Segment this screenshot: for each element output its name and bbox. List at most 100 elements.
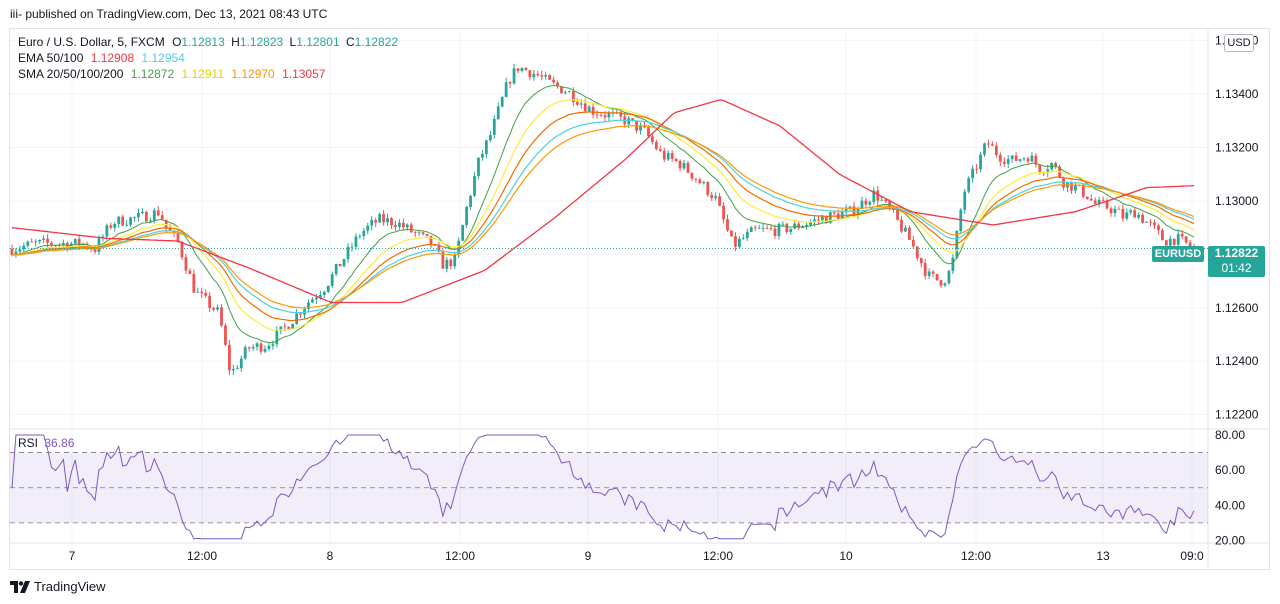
candle-body <box>564 92 567 94</box>
rsi-legend[interactable]: RSI 36.86 <box>18 436 74 450</box>
candle-body <box>1089 198 1093 201</box>
candle-body <box>749 227 753 232</box>
candle-body <box>370 220 374 226</box>
candle-body <box>117 216 121 224</box>
candle-body <box>366 225 370 231</box>
candle-body <box>303 308 306 315</box>
candle-body <box>409 224 413 233</box>
candle-body <box>651 136 654 142</box>
candle-body <box>307 302 310 309</box>
candle-body <box>93 249 97 252</box>
candle-body <box>374 220 378 223</box>
ema-row[interactable]: EMA 50/100 1.12908 1.12954 <box>18 50 401 66</box>
candle-body <box>971 168 975 179</box>
candle-body <box>77 238 81 246</box>
candle-body <box>429 235 433 245</box>
candle-body <box>817 219 820 221</box>
candle-body <box>311 299 314 303</box>
candle-body <box>718 196 722 206</box>
tradingview-logo-icon <box>10 580 30 593</box>
chart-legend: Euro / U.S. Dollar, 5, FXCM O1.12813 H1.… <box>18 34 401 82</box>
candle-body <box>30 241 34 243</box>
candle-body <box>255 343 259 347</box>
candle-body <box>777 223 781 236</box>
candle-body <box>583 103 587 112</box>
candle-body <box>243 347 247 359</box>
candle-body <box>1010 155 1014 160</box>
candle-body <box>26 241 30 246</box>
candle-body <box>987 143 990 145</box>
time-tick-label: 13 <box>1096 549 1110 563</box>
candle-body <box>334 264 338 275</box>
candle-body <box>350 246 354 248</box>
candle-body <box>473 176 476 196</box>
sma100-line <box>11 125 1195 309</box>
candle-body <box>927 271 931 276</box>
price-tick-label: 1.12600 <box>1215 301 1259 315</box>
candle-body <box>1022 158 1026 160</box>
candle-body <box>983 143 986 155</box>
candle-body <box>1153 222 1156 226</box>
currency-button[interactable]: USD <box>1224 34 1254 52</box>
candle-body <box>61 243 65 245</box>
candle-body <box>1184 236 1188 243</box>
candle-body <box>698 179 702 184</box>
candle-body <box>556 82 559 87</box>
candle-body <box>453 254 457 267</box>
candle-body <box>678 161 682 169</box>
ema50-value: 1.12908 <box>90 51 135 65</box>
candle-body <box>694 178 698 180</box>
sma-row[interactable]: SMA 20/50/100/200 1.12872 1.12911 1.1297… <box>18 66 401 82</box>
symbol-row[interactable]: Euro / U.S. Dollar, 5, FXCM O1.12813 H1.… <box>18 34 401 50</box>
candle-body <box>587 106 591 112</box>
candle-body <box>844 208 848 213</box>
time-tick-label: 8 <box>327 549 334 563</box>
candle-body <box>998 155 1002 162</box>
candle-body <box>868 201 872 205</box>
candle-body <box>516 68 520 72</box>
candle-body <box>520 67 524 72</box>
candle-body <box>1149 221 1152 223</box>
candle-body <box>184 257 188 271</box>
price-tick-label: 1.13200 <box>1215 141 1259 155</box>
candle-body <box>785 223 789 233</box>
sma20-value: 1.12872 <box>130 67 175 81</box>
candle-body <box>401 222 405 228</box>
candle-body <box>287 326 291 330</box>
tradingview-brand[interactable]: TradingView <box>10 579 106 594</box>
candle-body <box>907 227 911 240</box>
candle-body <box>876 190 880 201</box>
candle-body <box>152 210 156 221</box>
candle-body <box>860 200 864 209</box>
price-tick-label: 1.12400 <box>1215 354 1259 368</box>
candle-body <box>318 295 322 298</box>
candle-body <box>1054 163 1058 167</box>
time-tick-label: 12:00 <box>187 549 217 563</box>
candle-body <box>358 236 362 237</box>
candle-body <box>1157 225 1160 231</box>
candle-body <box>738 238 741 247</box>
candle-body <box>947 270 951 284</box>
candle-body <box>1014 155 1018 161</box>
candle-body <box>789 228 793 233</box>
candle-body <box>42 238 45 240</box>
candle-body <box>824 216 828 223</box>
candle-body <box>125 224 129 226</box>
sma50-line <box>11 98 1195 331</box>
candle-body <box>121 216 125 226</box>
candle-body <box>690 172 694 179</box>
candle-body <box>994 145 998 156</box>
candle-body <box>904 227 907 232</box>
candle-body <box>627 118 631 125</box>
candle-body <box>346 246 350 260</box>
candle-body <box>682 162 686 169</box>
candle-body <box>951 257 955 271</box>
candle-body <box>239 358 243 369</box>
chart-frame <box>9 28 1270 570</box>
candle-body <box>1097 199 1101 204</box>
candle-body <box>461 225 465 241</box>
candle-body <box>1070 181 1073 191</box>
candle-body <box>441 251 445 269</box>
candle-body <box>714 196 718 199</box>
